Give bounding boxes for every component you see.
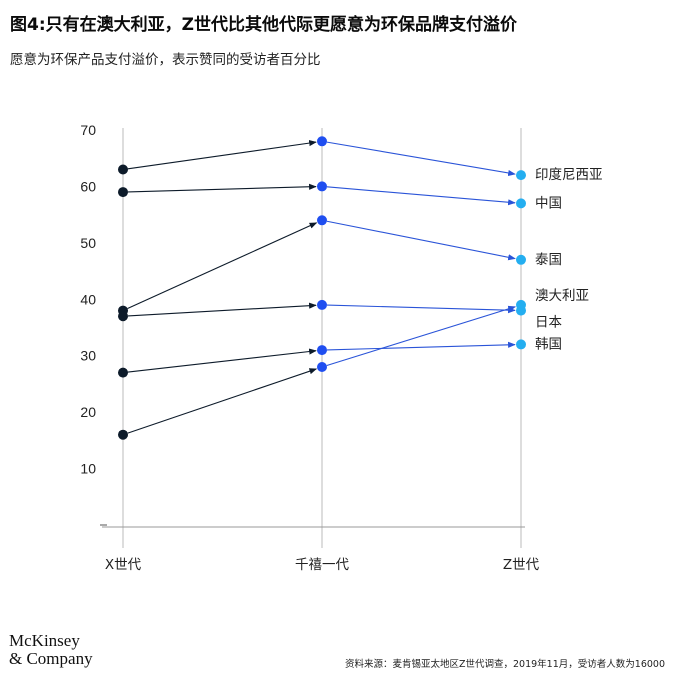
arrow-xgen-to-millennial — [127, 183, 317, 193]
point-xgen — [118, 429, 128, 440]
arrow-millennial-to-zgen — [326, 305, 517, 367]
y-tick-label: 30 — [80, 348, 96, 364]
series-label: 澳大利亚 — [535, 288, 589, 304]
y-tick-label: 10 — [80, 461, 96, 477]
arrow-xgen-to-millennial — [127, 348, 317, 373]
series-label: 韩国 — [535, 336, 562, 352]
y-tick-label: 20 — [80, 404, 96, 420]
point-zgen — [516, 170, 526, 181]
arrow-millennial-to-zgen — [326, 304, 516, 314]
point-xgen — [118, 187, 128, 198]
series-label: 日本 — [535, 315, 563, 331]
point-millennial — [317, 345, 327, 356]
brand-logo: McKinsey & Company — [9, 632, 93, 668]
point-xgen — [118, 311, 128, 322]
point-millennial — [317, 215, 327, 226]
arrow-millennial-to-zgen — [326, 141, 516, 177]
point-millennial — [317, 181, 327, 192]
arrow-xgen-to-millennial — [127, 302, 317, 317]
point-xgen — [118, 367, 128, 378]
point-zgen — [516, 339, 526, 350]
series-label: 印度尼西亚 — [535, 167, 603, 183]
point-millennial — [317, 299, 327, 310]
x-category-label: Z世代 — [503, 557, 540, 573]
point-zgen — [516, 198, 526, 209]
y-tick-label: 50 — [80, 235, 96, 251]
point-millennial — [317, 362, 327, 372]
series-label: 中国 — [535, 195, 562, 211]
arrow-millennial-to-zgen — [326, 186, 516, 206]
arrow-millennial-to-zgen — [326, 341, 516, 351]
x-category-label: 千禧一代 — [295, 557, 349, 573]
point-millennial — [317, 136, 327, 147]
point-zgen — [516, 305, 526, 316]
point-xgen — [118, 164, 128, 175]
arrow-xgen-to-millennial — [127, 368, 318, 434]
y-tick-label: 60 — [80, 178, 96, 194]
brand-line-2: & Company — [9, 649, 93, 668]
chart-title: 图4:只有在澳大利亚，Z世代比其他代际更愿意为环保品牌支付溢价 — [10, 15, 517, 35]
source-note: 资料来源：麦肯锡亚太地区Z世代调查，2019年11月，受访者人数为16000 — [345, 659, 665, 670]
arrow-millennial-to-zgen — [326, 220, 516, 261]
brand-line-1: McKinsey — [9, 631, 80, 650]
x-category-label: X世代 — [105, 557, 142, 573]
y-tick-label: 70 — [80, 122, 96, 138]
point-zgen — [516, 254, 526, 265]
series-label: 泰国 — [535, 252, 562, 268]
arrow-xgen-to-millennial — [127, 222, 318, 310]
y-tick-label: 40 — [80, 291, 96, 307]
chart-subtitle: 愿意为环保产品支付溢价，表示赞同的受访者百分比 — [10, 52, 321, 68]
arrow-xgen-to-millennial — [127, 140, 317, 170]
